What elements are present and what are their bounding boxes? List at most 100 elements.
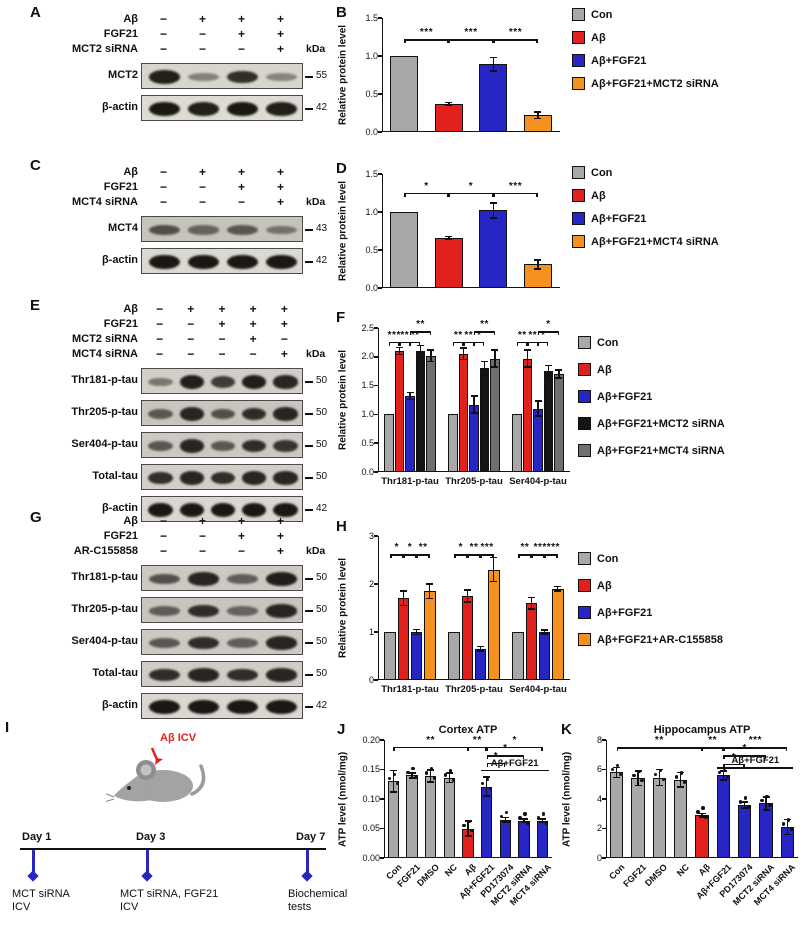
- sig-bracket: [517, 341, 528, 344]
- lane-condition-label: Aβ: [123, 303, 138, 315]
- y-axis-label: ATP level (nmol/mg): [337, 751, 349, 847]
- error-bar: [541, 819, 544, 823]
- legend-swatch: [578, 633, 591, 646]
- bar: [479, 368, 490, 472]
- error-bar-cap: [544, 364, 552, 367]
- lane-condition-label: MCT4 siRNA: [71, 348, 138, 360]
- legend-label: Aβ: [591, 189, 606, 202]
- lane-sign: +: [276, 529, 284, 543]
- lane-sign: −: [198, 42, 206, 56]
- error-bar-cap: [464, 835, 472, 837]
- data-point: [653, 772, 658, 777]
- bar: [384, 632, 397, 680]
- sig-bracket-end: [486, 755, 488, 760]
- sig-bracket: [454, 554, 468, 556]
- sig-bracket-end: [403, 554, 405, 559]
- error-bar: [419, 345, 422, 357]
- lane-condition-label: FGF21: [103, 181, 138, 193]
- lane-sign: +: [276, 514, 284, 528]
- y-tick-mark: [378, 93, 382, 95]
- sig-stars: ****: [542, 542, 560, 554]
- sig-bracket-end: [700, 747, 702, 752]
- protein-band: [188, 255, 219, 269]
- error-bar: [483, 361, 486, 376]
- plot-area: [378, 536, 570, 680]
- error-bar-cap: [477, 645, 485, 648]
- panel-letter-h: H: [336, 518, 347, 535]
- sig-stars: **: [654, 735, 664, 747]
- error-bar-cap: [445, 772, 453, 774]
- error-bar-cap: [555, 369, 563, 371]
- sig-bracket-end: [466, 554, 468, 559]
- y-axis-label: Relative protein level: [337, 180, 349, 282]
- protein-band: [149, 573, 180, 585]
- y-tick-mark: [378, 173, 382, 175]
- error-bar: [415, 629, 418, 635]
- kda-unit-label: kDa: [306, 348, 326, 360]
- error-bar-cap: [399, 590, 407, 592]
- data-point: [674, 775, 679, 779]
- sig-bracket-end: [547, 341, 549, 346]
- error-bar: [466, 590, 469, 602]
- bar: [443, 777, 456, 858]
- sig-stars: **: [472, 735, 482, 747]
- y-tick-mark: [378, 211, 382, 213]
- lane-sign: +: [198, 514, 206, 528]
- timeline-pin-head: [27, 870, 39, 882]
- data-point: [451, 777, 456, 782]
- legend-item: Aβ+FGF21+MCT4 siRNA: [578, 444, 725, 457]
- error-bar: [558, 370, 560, 379]
- protein-band: [242, 407, 267, 421]
- sig-stars: **: [410, 329, 420, 341]
- error-bar: [543, 630, 546, 634]
- sig-stars: *: [546, 319, 551, 331]
- legend-item: Aβ: [572, 189, 606, 202]
- blot-band-strip: [141, 216, 303, 242]
- sig-bracket-end: [454, 554, 456, 559]
- band-label: β-actin: [101, 502, 138, 514]
- kda-tick-mark: [305, 229, 313, 231]
- data-point: [526, 821, 530, 825]
- bar: [479, 64, 508, 132]
- legend-label: Aβ+FGF21+MCT4 siRNA: [591, 235, 719, 248]
- lane-sign: −: [159, 180, 167, 194]
- bar: [434, 103, 463, 132]
- lane-sign: −: [198, 27, 206, 41]
- sig-bracket: [486, 755, 524, 757]
- protein-band: [188, 73, 219, 81]
- y-tick-mark: [374, 471, 378, 473]
- data-point: [544, 821, 549, 825]
- legend-swatch: [578, 444, 591, 457]
- annotation-line: [717, 767, 794, 769]
- error-bar: [428, 584, 431, 599]
- protein-band: [148, 471, 173, 485]
- error-bar: [492, 557, 495, 582]
- error-bar: [492, 57, 494, 72]
- x-tick-label: Aβ: [696, 862, 713, 878]
- panel-letter-e: E: [30, 297, 41, 314]
- blot-band-strip: [141, 368, 303, 394]
- legend-item: Aβ+FGF21: [578, 390, 652, 403]
- legend-label: Aβ+FGF21: [591, 212, 647, 225]
- lane-sign: +: [198, 165, 206, 179]
- sig-stars: **: [418, 542, 428, 554]
- bar: [397, 598, 410, 680]
- error-bar-cap: [491, 349, 499, 351]
- data-point: [395, 781, 400, 786]
- y-tick-label: 0: [368, 674, 374, 685]
- protein-band: [149, 638, 180, 648]
- timeline-pin-head: [301, 870, 313, 882]
- error-bar-cap: [501, 816, 509, 819]
- legend-swatch: [572, 212, 585, 225]
- protein-band: [210, 441, 236, 451]
- data-point: [429, 767, 434, 771]
- western-blot-tau-arc: Aβ − + + + FGF21− − + + AR-C155858− − − + kDa Thr181-p…: [38, 514, 338, 719]
- legend-swatch: [578, 390, 591, 403]
- error-bar: [462, 348, 465, 360]
- y-tick-mark: [380, 857, 384, 859]
- legend-swatch: [572, 31, 585, 44]
- error-bar: [485, 777, 488, 797]
- error-bar-cap: [534, 400, 542, 402]
- x-group-label: Ser404-p-tau: [509, 476, 567, 487]
- data-point: [682, 780, 687, 784]
